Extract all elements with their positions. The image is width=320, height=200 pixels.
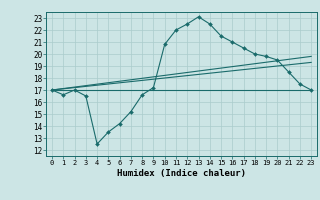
X-axis label: Humidex (Indice chaleur): Humidex (Indice chaleur) xyxy=(117,169,246,178)
